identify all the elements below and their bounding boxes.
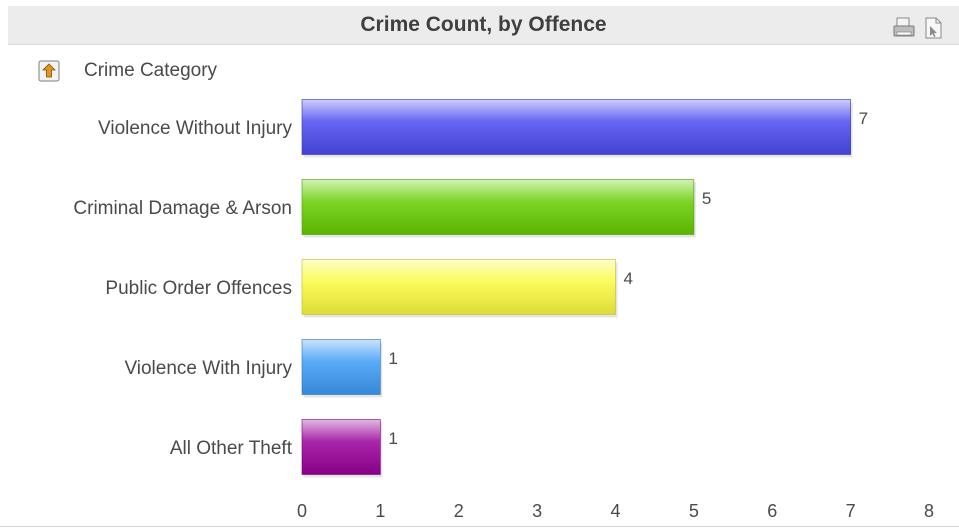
export-icon[interactable] <box>921 16 945 40</box>
bar-value-label: 7 <box>859 109 868 128</box>
x-tick-label: 8 <box>924 501 934 521</box>
bar[interactable] <box>301 259 616 315</box>
bar[interactable] <box>301 99 851 155</box>
category-label: Public Order Offences <box>105 278 292 299</box>
print-icon[interactable] <box>892 16 916 40</box>
chart-header: Crime Count, by Offence <box>8 6 959 45</box>
chart-title: Crime Count, by Offence <box>360 13 607 36</box>
bar[interactable] <box>301 179 695 235</box>
bar-value-label: 5 <box>702 189 711 208</box>
bar[interactable] <box>301 419 381 475</box>
category-label: All Other Theft <box>170 438 293 459</box>
x-tick-label: 1 <box>375 501 385 521</box>
drill-up-icon[interactable] <box>38 60 60 82</box>
x-tick-label: 4 <box>610 501 620 521</box>
category-label: Violence Without Injury <box>98 118 292 139</box>
chart-bottom-divider <box>0 526 959 527</box>
category-label: Violence With Injury <box>124 358 292 379</box>
x-tick-label: 7 <box>846 501 856 521</box>
bar-value-label: 1 <box>388 429 397 448</box>
x-tick-label: 6 <box>767 501 777 521</box>
category-axis-label: Crime Category <box>84 60 218 81</box>
bar-value-label: 1 <box>388 349 397 368</box>
x-tick-label: 3 <box>532 501 542 521</box>
bar[interactable] <box>301 339 381 395</box>
category-label: Criminal Damage & Arson <box>73 198 292 219</box>
x-tick-label: 5 <box>689 501 699 521</box>
bar-value-label: 4 <box>624 269 633 288</box>
x-tick-label: 2 <box>454 501 464 521</box>
x-tick-label: 0 <box>297 501 307 521</box>
